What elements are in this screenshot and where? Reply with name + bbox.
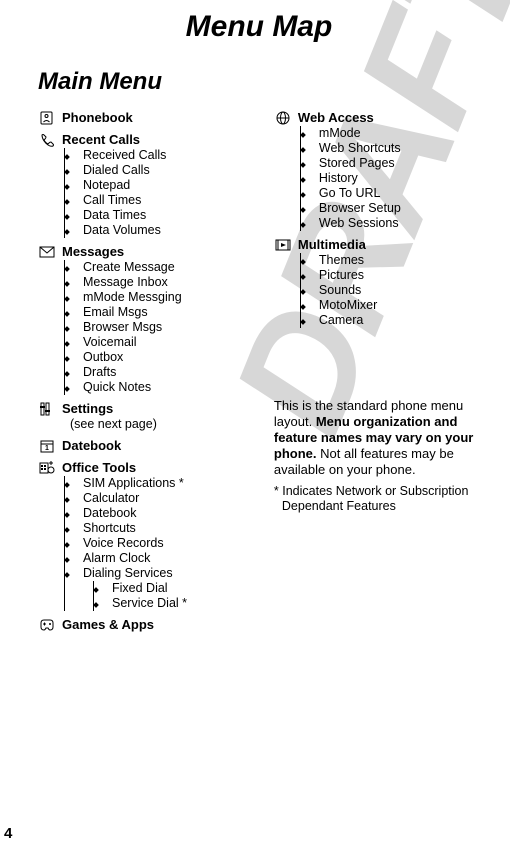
- datebook-icon: 1: [38, 438, 56, 454]
- note-paragraph: This is the standard phone menu layout. …: [274, 398, 480, 478]
- menu-item: Message Inbox: [77, 275, 254, 290]
- menu-section-label: Recent Calls: [62, 132, 140, 147]
- page-title: Menu Map: [38, 10, 480, 44]
- right-column: Web AccessmModeWeb ShortcutsStored Pages…: [274, 110, 480, 639]
- menu-subitem: Service Dial *: [106, 596, 254, 611]
- menu-item: Dialing ServicesFixed DialService Dial *: [77, 566, 254, 611]
- menu-item: Alarm Clock: [77, 551, 254, 566]
- menu-item: Shortcuts: [77, 521, 254, 536]
- footnote: * Indicates Network or Subscription Depe…: [274, 484, 480, 514]
- messages-icon: [38, 244, 56, 260]
- menu-item: Camera: [313, 313, 480, 328]
- phonebook-icon: [38, 110, 56, 126]
- menu-item: Pictures: [313, 268, 480, 283]
- games-icon: [38, 617, 56, 633]
- menu-item: Received Calls: [77, 148, 254, 163]
- menu-item: Web Shortcuts: [313, 141, 480, 156]
- menu-item: Outbox: [77, 350, 254, 365]
- menu-section-label: Messages: [62, 244, 124, 259]
- menu-item: Data Times: [77, 208, 254, 223]
- menu-section-label: Multimedia: [298, 237, 366, 252]
- menu-item: History: [313, 171, 480, 186]
- menu-item: SIM Applications *: [77, 476, 254, 491]
- menu-subitem: Fixed Dial: [106, 581, 254, 596]
- menu-item: Notepad: [77, 178, 254, 193]
- section-heading: Main Menu: [38, 68, 480, 96]
- recent-icon: [38, 132, 56, 148]
- menu-item: Call Times: [77, 193, 254, 208]
- menu-item: Email Msgs: [77, 305, 254, 320]
- menu-item: Datebook: [77, 506, 254, 521]
- settings-icon: [38, 401, 56, 417]
- left-column: Phonebook Recent CallsReceived CallsDiale…: [38, 110, 254, 639]
- menu-item: Stored Pages: [313, 156, 480, 171]
- menu-item: Themes: [313, 253, 480, 268]
- menu-item: Drafts: [77, 365, 254, 380]
- web-icon: [274, 110, 292, 126]
- svg-text:1: 1: [45, 445, 49, 452]
- menu-item: Go To URL: [313, 186, 480, 201]
- multimedia-icon: [274, 237, 292, 253]
- menu-item: Browser Msgs: [77, 320, 254, 335]
- menu-item: mMode Messging: [77, 290, 254, 305]
- section-helper: (see next page): [70, 417, 254, 432]
- page-number: 4: [4, 825, 12, 842]
- menu-section-label: Datebook: [62, 438, 121, 453]
- menu-item: Calculator: [77, 491, 254, 506]
- menu-item: Browser Setup: [313, 201, 480, 216]
- menu-section-label: Settings: [62, 401, 113, 416]
- menu-item: Voice Records: [77, 536, 254, 551]
- menu-section-label: Games & Apps: [62, 617, 154, 632]
- menu-item: Sounds: [313, 283, 480, 298]
- menu-item: Web Sessions: [313, 216, 480, 231]
- menu-section-label: Web Access: [298, 110, 374, 125]
- office-icon: [38, 460, 56, 476]
- menu-item: mMode: [313, 126, 480, 141]
- menu-section-label: Phonebook: [62, 110, 133, 125]
- menu-item: MotoMixer: [313, 298, 480, 313]
- menu-item: Quick Notes: [77, 380, 254, 395]
- menu-item: Voicemail: [77, 335, 254, 350]
- menu-item: Data Volumes: [77, 223, 254, 238]
- menu-item: Create Message: [77, 260, 254, 275]
- menu-section-label: Office Tools: [62, 460, 136, 475]
- menu-item: Dialed Calls: [77, 163, 254, 178]
